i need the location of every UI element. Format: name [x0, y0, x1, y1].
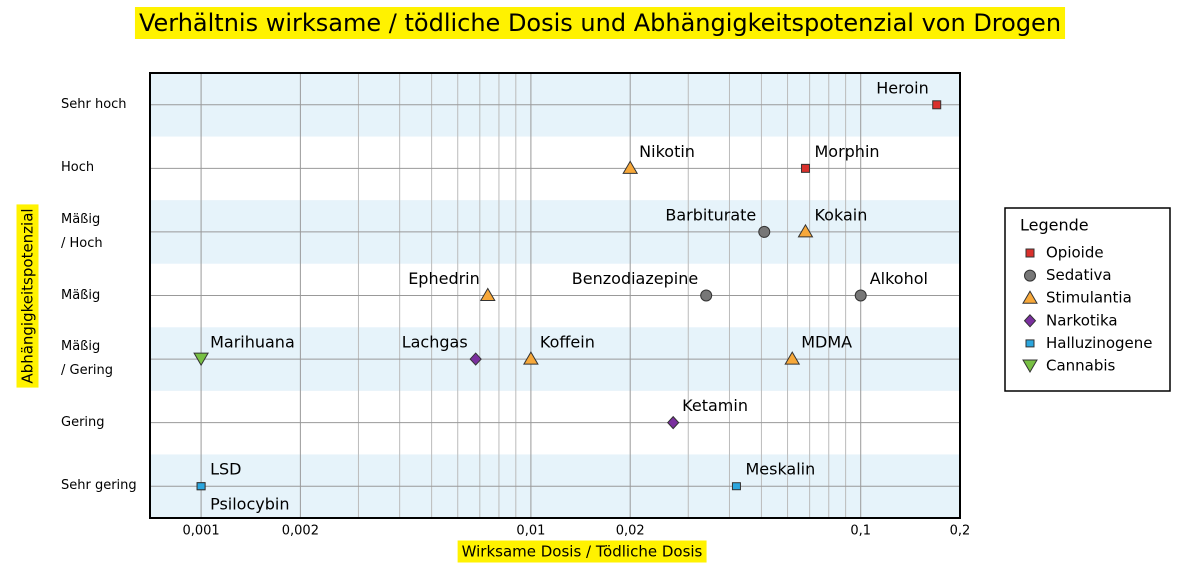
y-axis-label-background [16, 204, 39, 388]
point-label: Alkohol [870, 269, 928, 288]
point-label: Ephedrin [408, 269, 480, 288]
point [666, 415, 680, 430]
chart-title-background [134, 7, 1066, 39]
point [758, 225, 771, 238]
point-label: Nikotin [639, 142, 695, 161]
legend-marker [1022, 359, 1038, 373]
legend-label: Stimulantia [1046, 289, 1132, 307]
point-label: Benzodiazepine [572, 269, 698, 288]
point [854, 289, 867, 302]
point-label: Koffein [540, 333, 595, 352]
point [622, 160, 639, 174]
point [479, 287, 496, 301]
legend-marker [1025, 248, 1035, 258]
point-label: Barbiturate [665, 205, 756, 224]
y-tick-label: Sehr hoch [61, 96, 127, 112]
point [196, 482, 206, 491]
point-label: Marihuana [210, 333, 295, 352]
legend-label: Cannabis [1046, 357, 1116, 375]
y-tick-label: Sehr gering [61, 478, 137, 494]
legend-marker [1024, 269, 1036, 282]
x-axis-label: Wirksame Dosis / Tödliche Dosis [462, 543, 703, 561]
point [731, 482, 741, 491]
point [523, 351, 539, 365]
point-label: Ketamin [682, 396, 748, 415]
legend-label: Sedativa [1046, 266, 1112, 284]
chart-title: Verhältnis wirksame / tödliche Dosis und… [139, 9, 1061, 37]
x-tick-label: 0,02 [616, 524, 645, 539]
y-axis-label: Abhängigkeitspotenzial [19, 208, 37, 383]
legend-marker [1023, 314, 1037, 328]
y-tick-label: Mäßig / Hoch [61, 211, 103, 251]
x-tick-label: 0,001 [182, 524, 219, 539]
point-label: Meskalin [745, 460, 815, 479]
point [784, 351, 801, 365]
legend-label: Halluzinogene [1046, 334, 1153, 352]
y-tick-label: Hoch [61, 160, 95, 176]
y-axis-label-group: Abhängigkeitspotenzial [16, 204, 39, 388]
y-tick-label: Gering [61, 414, 105, 430]
point-label: Kokain [814, 205, 867, 224]
point-label: Heroin [876, 78, 928, 97]
point [932, 100, 942, 110]
plot-frame [149, 72, 961, 519]
point [193, 352, 209, 367]
x-tick-label: 0,1 [850, 524, 871, 539]
legend: Legende Opioide Sedativa Stimulantia Narkoti… [1004, 207, 1171, 392]
legend-marker [1025, 339, 1035, 348]
point-label: Lachgas [402, 333, 468, 352]
x-tick-label: 0,01 [516, 524, 545, 539]
y-tick-label: Mäßig / Gering [61, 339, 114, 379]
y-tick-label: Mäßig [61, 287, 101, 303]
point [800, 163, 810, 173]
legend-title: Legende [1020, 216, 1089, 235]
legend-marker [1022, 290, 1038, 304]
point [469, 352, 482, 366]
point [797, 223, 814, 238]
legend-label: Opioide [1046, 244, 1104, 262]
x-tick-label: 0,2 [950, 524, 971, 539]
point-label: MDMA [801, 333, 852, 352]
point [700, 289, 713, 302]
x-axis-label-background [457, 540, 707, 563]
point-label: LSD [210, 460, 241, 479]
point-label: Morphin [814, 142, 879, 161]
point-label: Psilocybin [210, 495, 289, 514]
legend-label: Narkotika [1046, 311, 1118, 329]
x-tick-label: 0,002 [282, 524, 319, 539]
